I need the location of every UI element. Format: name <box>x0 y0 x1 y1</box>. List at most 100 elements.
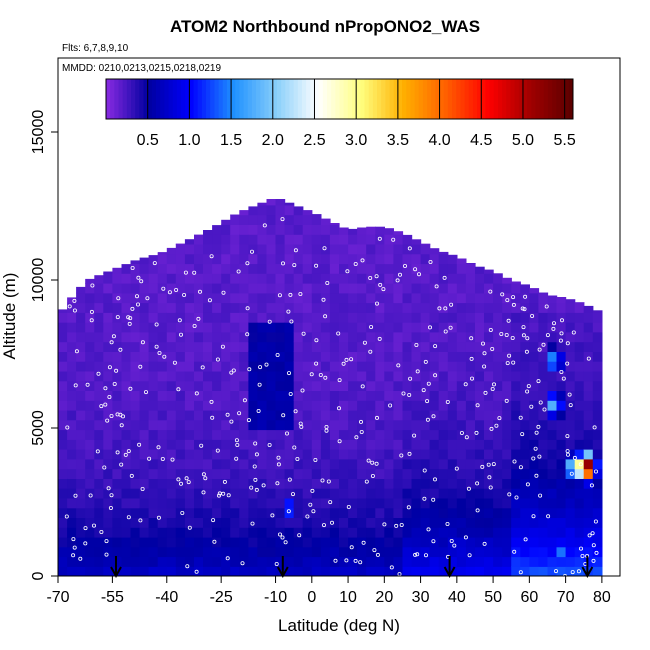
sample-point <box>559 331 564 336</box>
heatmap-cell <box>429 497 440 509</box>
heatmap-cell <box>411 380 422 391</box>
heatmap-cell <box>103 527 113 538</box>
heatmap-cell <box>194 234 204 245</box>
heatmap-cell <box>339 536 349 548</box>
heatmap-cell <box>420 478 431 489</box>
heatmap-cell <box>67 390 77 401</box>
sample-point <box>234 438 239 443</box>
sample-point <box>226 493 231 498</box>
sample-point <box>395 278 400 283</box>
heatmap-cell <box>157 400 168 411</box>
heatmap-cell <box>266 429 277 440</box>
heatmap-cell <box>493 449 503 460</box>
sample-point <box>482 351 487 356</box>
sample-point <box>103 402 108 407</box>
sample-point <box>275 481 280 486</box>
heatmap-cell <box>357 419 367 431</box>
heatmap-cell <box>148 273 159 284</box>
heatmap-cell <box>212 292 222 304</box>
heatmap-cell <box>447 517 458 528</box>
colorbar-segment <box>564 79 570 119</box>
heatmap-cell <box>85 361 95 372</box>
heatmap-cell <box>175 273 186 284</box>
sample-point <box>115 450 120 455</box>
sample-point <box>504 398 509 403</box>
heatmap-cell <box>438 449 449 460</box>
heatmap-cell <box>511 302 521 313</box>
heatmap-cell <box>384 390 394 401</box>
heatmap-cell <box>411 566 422 576</box>
heatmap-cell <box>402 312 413 323</box>
heatmap-cell <box>438 263 449 274</box>
heatmap-cell <box>293 234 304 245</box>
heatmap-cell <box>556 488 567 499</box>
colorbar-segment <box>402 79 407 119</box>
heatmap-cell <box>402 253 413 265</box>
heatmap-cell <box>221 243 231 255</box>
heatmap-cell <box>103 302 113 313</box>
sample-point <box>72 308 77 313</box>
heatmap-cell <box>456 478 467 489</box>
heatmap-cell <box>329 312 340 323</box>
heatmap-cell <box>484 458 494 470</box>
heatmap-cell <box>248 361 259 372</box>
sample-point <box>145 296 150 301</box>
heatmap-cell <box>85 468 95 479</box>
heatmap-cell <box>402 331 413 343</box>
heatmap-cell <box>266 243 277 255</box>
heatmap-cell <box>311 458 322 470</box>
heatmap-cell <box>148 351 159 362</box>
heatmap-cell <box>139 263 150 274</box>
heatmap-cell <box>348 468 358 479</box>
heatmap-cell <box>103 566 113 576</box>
heatmap-cell <box>511 458 521 470</box>
heatmap-cell <box>339 449 349 460</box>
heatmap-cell <box>85 497 95 509</box>
heatmap-cell <box>284 449 295 460</box>
heatmap-cell <box>592 507 603 518</box>
sample-point <box>423 359 428 364</box>
heatmap-cell <box>447 283 458 294</box>
heatmap-cell <box>583 361 594 372</box>
heatmap-cell <box>411 331 422 343</box>
heatmap-cell <box>320 478 331 489</box>
heatmap-cell <box>94 536 104 548</box>
heatmap-cell <box>583 546 594 558</box>
heatmap-cell <box>284 292 295 304</box>
heatmap-cell <box>230 546 240 558</box>
heatmap-cell <box>293 273 304 284</box>
heatmap-cell <box>58 390 68 401</box>
heatmap-cell <box>529 546 540 558</box>
heatmap-cell <box>583 312 594 323</box>
heatmap-cell <box>348 478 358 489</box>
heatmap-cell <box>266 234 277 245</box>
heatmap-cell <box>221 234 231 245</box>
heatmap-cell <box>429 273 440 284</box>
heatmap-cell <box>266 409 277 421</box>
sample-point <box>488 327 493 332</box>
heatmap-cell <box>284 234 295 245</box>
heatmap-cell <box>212 253 222 265</box>
heatmap-cell <box>438 517 449 528</box>
heatmap-cell <box>592 439 603 450</box>
heatmap-cell <box>293 331 304 343</box>
heatmap-cell <box>112 370 123 382</box>
sample-point <box>197 289 202 294</box>
sample-point <box>139 279 144 284</box>
heatmap-cell <box>184 429 195 440</box>
heatmap-cell <box>348 243 358 255</box>
heatmap-cell <box>429 458 440 470</box>
heatmap-cell <box>112 341 123 352</box>
heatmap-cell <box>384 400 394 411</box>
heatmap-cell <box>248 370 259 382</box>
colorbar-segment <box>226 79 232 119</box>
heatmap-cell <box>139 429 150 440</box>
sample-point <box>107 394 112 399</box>
sample-point <box>109 413 114 418</box>
sample-point <box>176 477 181 482</box>
colorbar-segment <box>356 79 361 119</box>
heatmap-cell <box>230 322 240 333</box>
heatmap-cell <box>239 517 249 528</box>
heatmap-cell <box>411 478 422 489</box>
heatmap-cell <box>475 273 485 284</box>
